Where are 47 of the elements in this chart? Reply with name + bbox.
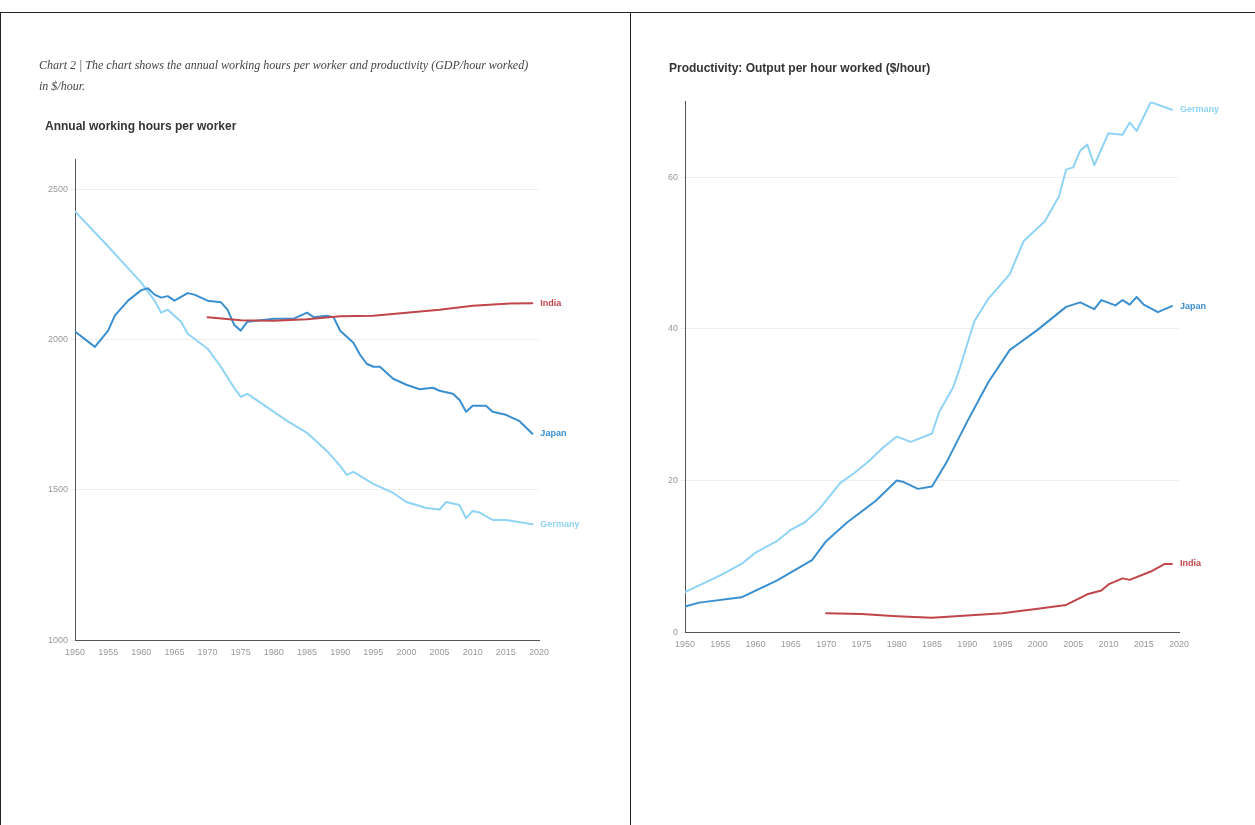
series-label: India — [540, 297, 563, 308]
x-tick-label: 1990 — [330, 647, 351, 658]
series-label: Germany — [1179, 104, 1219, 115]
x-tick-label: 1965 — [780, 639, 801, 650]
chart-subtitle: Annual working hours per worker — [45, 119, 238, 133]
y-tick-label: 0 — [673, 626, 679, 637]
x-tick-label: 2015 — [495, 647, 516, 658]
y-tick-label: 60 — [668, 171, 679, 182]
chart-title: Productivity: Output per hour worked ($/hour) — [669, 61, 932, 75]
x-tick-label: 1990 — [957, 639, 978, 650]
x-tick-label: 1975 — [230, 647, 251, 658]
x-tick-label: 1950 — [65, 647, 86, 658]
x-tick-label: 1960 — [131, 647, 152, 658]
y-tick-label: 40 — [668, 323, 679, 334]
x-tick-label: 1980 — [886, 639, 907, 650]
x-tick-label: 2010 — [1098, 639, 1119, 650]
x-tick-label: 1955 — [98, 647, 119, 658]
x-tick-label: 1950 — [675, 639, 696, 650]
series-label: Japan — [540, 428, 567, 439]
x-tick-label: 1995 — [363, 647, 384, 658]
y-tick-label: 1500 — [47, 484, 69, 495]
y-tick-label: 2000 — [47, 334, 69, 345]
x-tick-label: 2010 — [462, 647, 483, 658]
x-tick-label: 1960 — [745, 639, 766, 650]
x-tick-label: 1995 — [992, 639, 1013, 650]
x-tick-label: 2000 — [396, 647, 417, 658]
x-tick-label: 1970 — [197, 647, 218, 658]
chart-title: Chart 2 | The chart shows the annual working hours per worker and productivity (GDP/hour worked) in $/hour. — [39, 57, 530, 95]
series-label: Japan — [1179, 300, 1206, 311]
y-tick-label: 1000 — [47, 634, 69, 645]
x-tick-label: 1965 — [164, 647, 185, 658]
x-tick-label: 1970 — [816, 639, 837, 650]
x-tick-label: 2000 — [1027, 639, 1048, 650]
x-tick-label: 2015 — [1133, 639, 1154, 650]
x-tick-label: 1985 — [297, 647, 318, 658]
x-tick-label: 1980 — [263, 647, 284, 658]
x-tick-label: 2005 — [429, 647, 450, 658]
x-tick-label: 2020 — [1168, 639, 1190, 650]
x-tick-label: 2005 — [1063, 639, 1084, 650]
series-label: Germany — [540, 518, 580, 529]
series-label: India — [1179, 558, 1202, 569]
x-tick-label: 1985 — [921, 639, 943, 650]
x-tick-label: 1955 — [710, 639, 731, 650]
y-tick-label: 2500 — [47, 183, 69, 194]
y-tick-label: 20 — [668, 475, 679, 486]
x-tick-label: 2020 — [528, 647, 550, 658]
x-tick-label: 1975 — [851, 639, 872, 650]
